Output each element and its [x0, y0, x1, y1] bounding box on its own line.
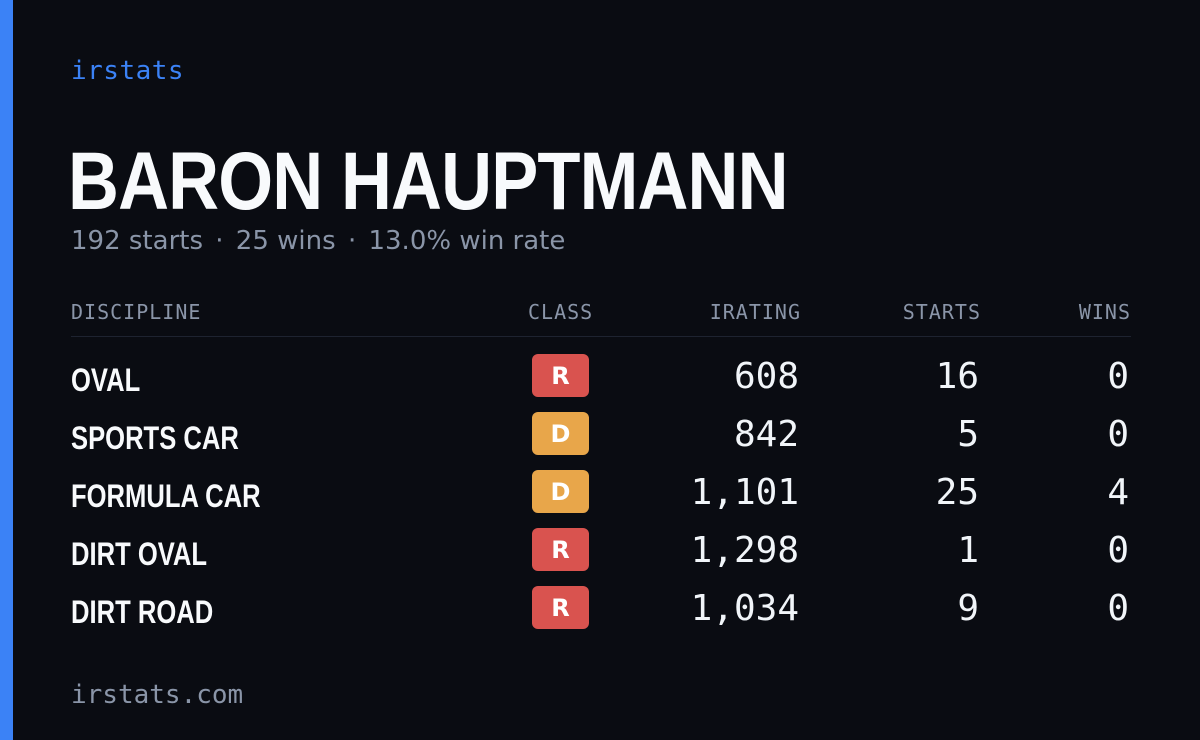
wins-value: 4	[1107, 472, 1129, 513]
irating-value: 1,034	[690, 588, 799, 629]
class-badge: R	[532, 586, 589, 629]
accent-bar	[0, 0, 13, 740]
summary-wins: 25 wins	[235, 226, 336, 256]
wins-value: 0	[1107, 356, 1129, 397]
header-starts: STARTS	[902, 300, 981, 324]
summary-separator: ·	[347, 226, 357, 256]
table-body: OVAL R 608 16 0 SPORTS CAR D 842 5 0 FOR…	[71, 337, 1131, 644]
starts-value: 1	[957, 530, 979, 571]
discipline-table: DISCIPLINE CLASS IRATING STARTS WINS OVA…	[71, 296, 1131, 644]
discipline-name: DIRT OVAL	[71, 536, 208, 572]
starts-value: 9	[957, 588, 979, 629]
header-wins: WINS	[1078, 300, 1131, 324]
wins-value: 0	[1107, 588, 1129, 629]
class-badge: D	[532, 412, 589, 455]
header-class: CLASS	[528, 300, 594, 324]
class-badge: R	[532, 354, 589, 397]
irating-value: 1,101	[690, 472, 799, 513]
table-row: FORMULA CAR D 1,101 25 4	[71, 470, 1131, 528]
brand-logo-text: irstats	[71, 56, 185, 86]
starts-value: 5	[957, 414, 979, 455]
discipline-name: SPORTS CAR	[71, 420, 239, 456]
summary-starts: 192 starts	[71, 226, 203, 256]
irating-value: 842	[733, 414, 799, 455]
irating-value: 1,298	[690, 530, 799, 571]
discipline-name: OVAL	[71, 362, 141, 398]
starts-value: 16	[935, 356, 979, 397]
header-discipline: DISCIPLINE	[71, 300, 202, 324]
irating-value: 608	[733, 356, 799, 397]
summary-separator: ·	[215, 226, 224, 256]
starts-value: 25	[935, 472, 979, 513]
discipline-name: FORMULA CAR	[71, 478, 261, 514]
discipline-name: DIRT ROAD	[71, 594, 214, 630]
table-header: DISCIPLINE CLASS IRATING STARTS WINS	[71, 296, 1131, 337]
table-row: DIRT ROAD R 1,034 9 0	[71, 586, 1131, 644]
table-row: SPORTS CAR D 842 5 0	[71, 412, 1131, 470]
class-badge: D	[532, 470, 589, 513]
table-row: DIRT OVAL R 1,298 1 0	[71, 528, 1131, 586]
wins-value: 0	[1107, 414, 1129, 455]
summary-win-rate: 13.0% win rate	[368, 226, 566, 256]
wins-value: 0	[1107, 530, 1129, 571]
header-irating: IRATING	[709, 300, 801, 324]
footer-url: irstats.com	[71, 680, 244, 710]
driver-summary: 192 starts · 25 wins · 13.0% win rate	[71, 226, 565, 256]
table-row: OVAL R 608 16 0	[71, 354, 1131, 412]
class-badge: R	[532, 528, 589, 571]
driver-name: BARON HAUPTMANN	[68, 136, 789, 227]
